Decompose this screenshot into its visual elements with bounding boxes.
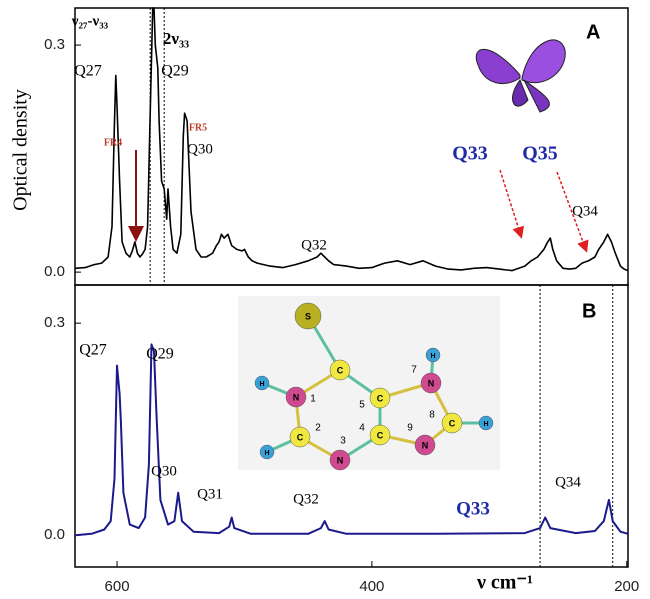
peak-label: FR5 — [189, 122, 207, 133]
atom-label: C — [377, 393, 384, 403]
x-tick-label: 600 — [105, 578, 130, 595]
y-axis-label: Optical density — [10, 89, 32, 211]
peak-label: Q29 — [161, 63, 189, 80]
x-axis-label: ν cm⁻¹ — [476, 572, 533, 594]
peak-label: Q27 — [74, 63, 102, 80]
peak-label: 2ν₃₃ — [163, 29, 189, 48]
molecule-box — [238, 296, 500, 470]
atom-label: N — [337, 455, 344, 465]
ring-number: 3 — [340, 436, 346, 447]
butterfly — [476, 40, 565, 112]
panel-label: B — [582, 300, 596, 322]
peak-label: Q34 — [572, 203, 598, 219]
atom-label: H — [264, 450, 269, 457]
y-tick-label: 0.3 — [44, 36, 65, 53]
atom-label: H — [430, 353, 435, 360]
ring-number: 7 — [411, 365, 417, 376]
x-tick-label: 400 — [359, 578, 384, 595]
peak-label: Q30 — [151, 463, 177, 479]
atom-label: C — [449, 418, 456, 428]
peak-label: FR4 — [104, 137, 122, 148]
ring-number: 5 — [359, 400, 365, 411]
panel-label: A — [586, 21, 600, 43]
atom-label: H — [483, 421, 488, 428]
peak-label: Q33 — [452, 143, 488, 165]
peak-label: Q33 — [456, 498, 490, 519]
atom-label: S — [305, 311, 311, 321]
arrows — [136, 150, 586, 250]
y-tick-label: 0.3 — [44, 314, 65, 331]
peak-label: Q32 — [293, 491, 319, 507]
atom-label: C — [337, 365, 344, 375]
atom-label: N — [422, 440, 429, 450]
peak-label: Q29 — [146, 346, 174, 363]
atom-label: N — [293, 392, 300, 402]
atom-label: C — [377, 430, 384, 440]
ring-number: 4 — [359, 423, 365, 434]
ring-number: 9 — [407, 423, 413, 434]
peak-label: Q32 — [301, 237, 327, 253]
peak-label: Q31 — [197, 486, 223, 502]
peak-label: Q30 — [187, 141, 213, 157]
ring-number: 2 — [315, 423, 321, 434]
atom-label: H — [259, 381, 264, 388]
figure: S C C N H C H N C N C H N H 1 2 3 4 5 7 8 9 0.0 0.3 A Optical de… — [0, 0, 650, 599]
atom-label: C — [297, 432, 304, 442]
ring-number: 1 — [310, 394, 316, 405]
x-tick-label: 200 — [614, 578, 639, 595]
peak-label: Q34 — [555, 474, 581, 490]
peak-label: ν₂₇-ν₃₃ — [71, 13, 109, 29]
peak-label: Q27 — [79, 342, 107, 359]
atom-label: N — [428, 378, 435, 388]
peak-label: Q35 — [522, 143, 558, 165]
ring-number: 8 — [429, 410, 435, 421]
y-tick-label: 0.0 — [44, 263, 65, 280]
y-tick-label: 0.0 — [44, 526, 65, 543]
